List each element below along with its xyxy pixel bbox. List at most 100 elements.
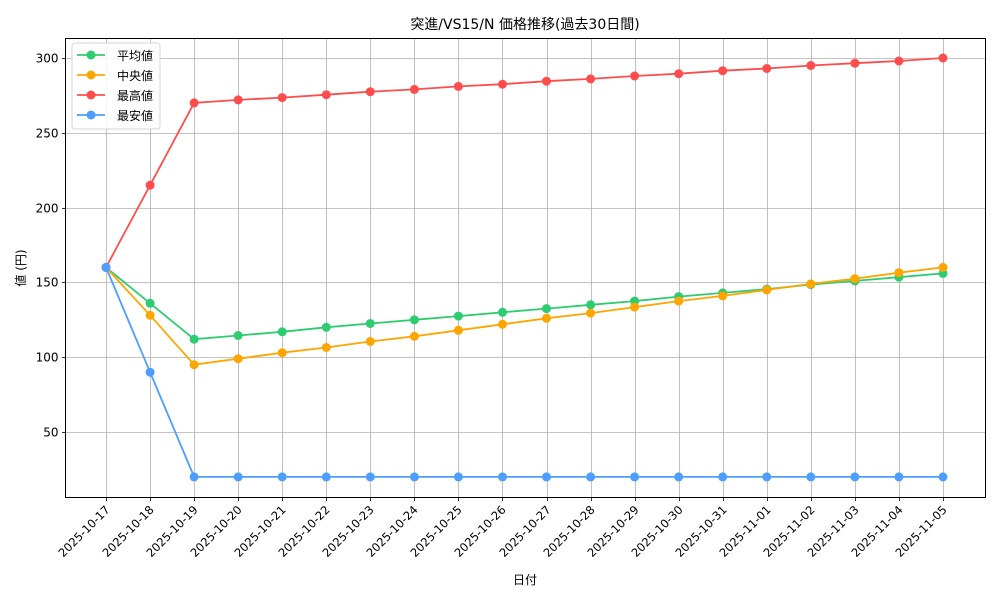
y-tick-label: 50	[43, 426, 58, 440]
data-point	[850, 58, 860, 68]
data-point	[277, 93, 287, 103]
data-point	[586, 300, 596, 310]
data-point	[806, 279, 816, 289]
data-point	[453, 472, 463, 482]
data-point	[189, 98, 199, 108]
data-point	[938, 53, 948, 63]
data-point	[365, 319, 375, 328]
y-axis: 50 100 150 200 250 300	[36, 52, 66, 440]
data-point	[189, 334, 199, 344]
data-point	[586, 74, 596, 84]
data-point	[674, 69, 684, 79]
data-point	[409, 472, 419, 482]
data-point	[630, 472, 640, 482]
series-line	[105, 267, 943, 478]
data-point	[938, 262, 948, 272]
data-point	[498, 472, 507, 482]
data-point	[365, 87, 375, 97]
data-point	[762, 285, 772, 295]
legend-label: 平均値	[117, 48, 153, 63]
data-point	[145, 180, 155, 190]
series-最高値	[101, 53, 948, 272]
legend-label: 中央値	[117, 68, 153, 83]
legend-item: 中央値	[77, 68, 153, 83]
chart-title: 突進/VS15/N 価格推移(過去30日間)	[410, 17, 639, 33]
data-point	[894, 472, 904, 482]
data-point	[409, 84, 419, 94]
y-tick-label: 300	[36, 52, 59, 66]
legend-item: 最高値	[77, 88, 153, 103]
data-point	[365, 337, 375, 346]
data-point	[938, 472, 948, 482]
data-point	[233, 95, 243, 105]
series-line	[105, 266, 944, 366]
data-point	[762, 472, 772, 482]
legend-marker	[86, 90, 96, 100]
data-point	[409, 331, 419, 341]
data-point	[321, 90, 331, 100]
data-point	[894, 268, 904, 278]
legend-item: 最安値	[77, 108, 153, 123]
plot-frame	[65, 38, 986, 498]
data-point	[806, 472, 816, 482]
data-point	[718, 66, 728, 76]
legend-marker	[86, 50, 96, 60]
data-point	[894, 56, 904, 66]
y-tick-label: 250	[36, 127, 59, 141]
y-tick-label: 150	[36, 276, 59, 290]
series-最安値	[101, 262, 948, 482]
data-point	[233, 331, 243, 340]
data-point	[806, 61, 816, 70]
data-point	[321, 322, 331, 332]
data-point	[233, 354, 243, 364]
data-point	[630, 302, 640, 312]
data-point	[453, 325, 463, 335]
data-point	[321, 343, 331, 352]
data-point	[277, 472, 287, 482]
data-point	[277, 348, 287, 358]
data-point	[453, 311, 463, 321]
data-point	[321, 472, 331, 482]
data-point	[718, 291, 728, 301]
y-axis-label: 値 (円)	[13, 249, 28, 286]
data-point	[145, 298, 155, 308]
legend-marker	[86, 70, 96, 80]
y-tick-label: 100	[36, 351, 59, 365]
data-series	[101, 53, 948, 482]
data-point	[586, 308, 596, 318]
data-point	[145, 367, 155, 377]
data-point	[145, 310, 155, 320]
data-point	[586, 472, 596, 482]
data-point	[233, 472, 243, 482]
legend-item: 平均値	[77, 48, 153, 63]
data-point	[674, 472, 684, 482]
legend-label: 最高値	[117, 88, 153, 103]
legend-marker	[86, 110, 96, 120]
data-point	[542, 313, 551, 323]
x-axis-label: 日付	[513, 573, 537, 587]
data-point	[498, 79, 507, 89]
data-point	[498, 307, 507, 317]
data-point	[762, 64, 772, 73]
legend-label: 最安値	[117, 108, 153, 123]
data-point	[189, 472, 199, 482]
data-point	[542, 76, 551, 86]
data-point	[189, 360, 199, 370]
data-point	[277, 327, 287, 337]
series-中央値	[101, 262, 948, 370]
data-point	[674, 296, 684, 306]
data-point	[101, 262, 111, 272]
data-point	[850, 472, 860, 482]
y-tick-label: 200	[36, 202, 59, 216]
data-point	[542, 472, 551, 482]
legend-box	[71, 42, 161, 130]
data-point	[850, 274, 860, 284]
data-point	[630, 71, 640, 81]
data-point	[365, 472, 375, 482]
data-point	[498, 319, 507, 329]
data-point	[542, 304, 551, 314]
data-point	[453, 81, 463, 91]
